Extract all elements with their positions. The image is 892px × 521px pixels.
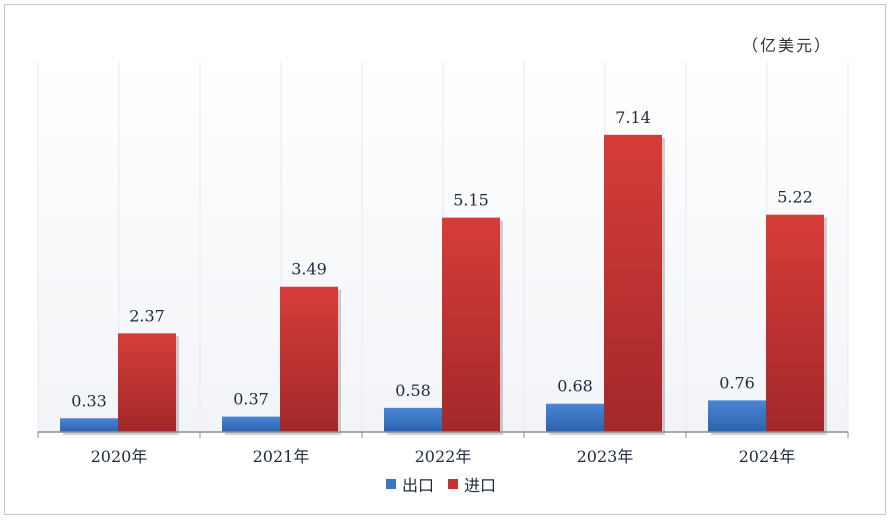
- x-tick-label: 2020年: [91, 447, 148, 466]
- x-tick-label: 2021年: [253, 447, 310, 466]
- bar-import: [118, 333, 176, 432]
- legend: 出口 进口: [386, 472, 496, 496]
- bar-import: [604, 134, 662, 433]
- data-label-export: 0.76: [719, 373, 755, 392]
- bar-import: [280, 286, 338, 432]
- bar-export: [708, 400, 766, 432]
- data-label-import: 7.14: [615, 108, 651, 127]
- bar-import: [442, 217, 500, 432]
- bar-export: [222, 416, 280, 432]
- unit-label: （亿美元）: [742, 36, 833, 55]
- legend-label-import: 进口: [464, 476, 497, 495]
- data-label-import: 5.15: [453, 191, 489, 210]
- legend-label-export: 出口: [402, 476, 435, 495]
- legend-item-export: 出口: [386, 472, 434, 496]
- data-label-import: 2.37: [129, 306, 165, 325]
- legend-swatch-import: [448, 479, 459, 489]
- bar-import: [766, 214, 824, 432]
- data-label-import: 5.22: [777, 188, 813, 207]
- legend-swatch-export: [386, 479, 396, 489]
- data-label-import: 3.49: [291, 260, 327, 279]
- data-label-export: 0.33: [71, 391, 107, 410]
- bar-export: [60, 418, 118, 432]
- legend-item-import: 进口: [448, 472, 496, 496]
- data-label-export: 0.37: [233, 390, 269, 409]
- data-label-export: 0.68: [557, 377, 593, 396]
- bar-export: [546, 403, 604, 432]
- x-tick-label: 2022年: [415, 447, 472, 466]
- x-tick-label: 2024年: [739, 447, 796, 466]
- x-tick-label: 2023年: [577, 447, 634, 466]
- data-label-export: 0.58: [395, 381, 431, 400]
- bar-export: [384, 407, 442, 432]
